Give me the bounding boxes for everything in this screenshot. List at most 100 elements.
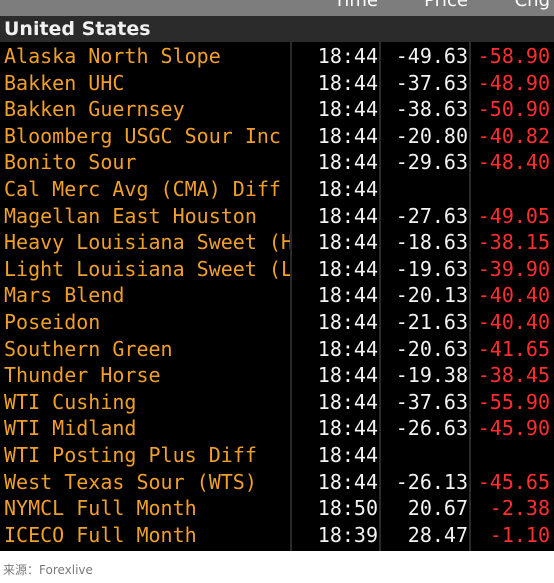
time-value: 18:44 xyxy=(317,70,378,95)
time-value: 18:44 xyxy=(317,203,378,228)
instrument-name: Thunder Horse xyxy=(4,363,161,388)
price-value: -26.63 xyxy=(395,416,468,441)
change-value: -45.90 xyxy=(477,416,550,441)
change-value: -49.05 xyxy=(477,203,550,228)
instrument-name: WTI Midland xyxy=(4,416,137,441)
time-value: 18:44 xyxy=(317,283,378,308)
time-value: 18:39 xyxy=(317,522,378,547)
table-row[interactable]: Poseidon 18:44 -21.63 -40.40 xyxy=(0,309,554,335)
instrument-name: Southern Green xyxy=(4,336,173,361)
change-value: -45.65 xyxy=(477,469,550,494)
header-time[interactable]: Time xyxy=(333,0,378,11)
time-value: 18:44 xyxy=(317,230,378,255)
time-value: 18:44 xyxy=(317,363,378,388)
price-value: -37.63 xyxy=(395,70,468,95)
table-row[interactable]: ICECO Full Month 18:39 28.47 -1.10 xyxy=(0,522,554,548)
change-value: -38.45 xyxy=(477,363,550,388)
change-value: -39.90 xyxy=(477,256,550,281)
section-title: United States xyxy=(4,18,151,40)
table-row[interactable]: NYMCL Full Month 18:50 20.67 -2.38 xyxy=(0,495,554,521)
price-value: -18.63 xyxy=(395,230,468,255)
price-value: -19.63 xyxy=(395,256,468,281)
instrument-name: Bakken Guernsey xyxy=(4,97,185,122)
time-value: 18:44 xyxy=(317,97,378,122)
instrument-name: Bakken UHC xyxy=(4,70,125,95)
change-value: -38.15 xyxy=(477,230,550,255)
price-value xyxy=(380,176,468,202)
change-value xyxy=(470,442,550,468)
instrument-name: Bloomberg USGC Sour Inc xyxy=(4,123,281,148)
table-row[interactable]: WTI Midland 18:44 -26.63 -45.90 xyxy=(0,415,554,441)
instrument-name: Bonito Sour xyxy=(4,150,137,175)
table-row[interactable]: Bloomberg USGC Sour Inc 18:44 -20.80 -40.82 xyxy=(0,123,554,149)
section-header-united-states: United States xyxy=(0,16,554,42)
time-value: 18:44 xyxy=(317,443,378,467)
instrument-name: Mars Blend xyxy=(4,283,125,308)
change-value: -58.90 xyxy=(477,44,550,68)
price-value: -26.13 xyxy=(395,469,468,494)
instrument-name: ICECO Full Month xyxy=(4,522,197,547)
price-value: -21.63 xyxy=(395,310,468,334)
header-chg[interactable]: Chg xyxy=(514,0,550,11)
table-row[interactable]: WTI Posting Plus Diff 18:44 xyxy=(0,442,554,468)
time-value: 18:44 xyxy=(317,416,378,441)
time-value: 18:44 xyxy=(317,177,378,201)
table-row[interactable]: Magellan East Houston 18:44 -27.63 -49.05 xyxy=(0,203,554,229)
table-row[interactable]: Heavy Louisiana Sweet (H 18:44 -18.63 -38.1… xyxy=(0,229,554,255)
time-value: 18:44 xyxy=(317,150,378,175)
price-value: -29.63 xyxy=(395,150,468,175)
time-value: 18:50 xyxy=(317,496,378,521)
change-value: -40.40 xyxy=(477,283,550,308)
instrument-name: Cal Merc Avg (CMA) Diff xyxy=(4,177,281,201)
table-row[interactable]: Bakken Guernsey 18:44 -38.63 -50.90 xyxy=(0,96,554,122)
table-row[interactable]: Thunder Horse 18:44 -19.38 -38.45 xyxy=(0,362,554,388)
column-header-row: Time Price Chg xyxy=(0,0,554,16)
price-value: -27.63 xyxy=(395,203,468,228)
time-value: 18:44 xyxy=(317,44,378,68)
table-row[interactable]: Bonito Sour 18:44 -29.63 -48.40 xyxy=(0,149,554,175)
change-value: -40.40 xyxy=(477,310,550,334)
column-separator xyxy=(379,0,381,551)
table-row[interactable]: Mars Blend 18:44 -20.13 -40.40 xyxy=(0,282,554,308)
change-value: -41.65 xyxy=(477,336,550,361)
instrument-name: Poseidon xyxy=(4,310,101,334)
price-table: Time Price Chg United States Alaska Nort… xyxy=(0,0,554,551)
price-value: -20.80 xyxy=(395,123,468,148)
table-row[interactable]: Alaska North Slope 18:44 -49.63 -58.90 xyxy=(0,43,554,69)
instrument-name: WTI Cushing xyxy=(4,389,137,414)
table-row[interactable]: Cal Merc Avg (CMA) Diff 18:44 xyxy=(0,176,554,202)
price-value: -19.38 xyxy=(395,363,468,388)
change-value xyxy=(470,176,550,202)
table-row[interactable]: WTI Cushing 18:44 -37.63 -55.90 xyxy=(0,389,554,415)
time-value: 18:44 xyxy=(317,256,378,281)
instrument-name: West Texas Sour (WTS) xyxy=(4,469,257,494)
change-value: -40.82 xyxy=(477,123,550,148)
price-value: -20.13 xyxy=(395,283,468,308)
instrument-name: Heavy Louisiana Sweet (H xyxy=(4,230,290,255)
column-separator xyxy=(290,0,292,551)
table-row[interactable]: Southern Green 18:44 -20.63 -41.65 xyxy=(0,336,554,362)
instrument-name: WTI Posting Plus Diff xyxy=(4,443,257,467)
change-value: -48.40 xyxy=(477,150,550,175)
change-value: -2.38 xyxy=(489,496,550,521)
instrument-name: NYMCL Full Month xyxy=(4,496,197,521)
change-value: -1.10 xyxy=(489,522,550,547)
instrument-name: Light Louisiana Sweet (LL xyxy=(4,256,290,281)
price-value: -20.63 xyxy=(395,336,468,361)
time-value: 18:44 xyxy=(317,336,378,361)
table-row[interactable]: West Texas Sour (WTS) 18:44 -26.13 -45.65 xyxy=(0,469,554,495)
time-value: 18:44 xyxy=(317,310,378,334)
price-value: -37.63 xyxy=(395,389,468,414)
time-value: 18:44 xyxy=(317,469,378,494)
table-row[interactable]: Bakken UHC 18:44 -37.63 -48.90 xyxy=(0,70,554,96)
table-row[interactable]: Light Louisiana Sweet (LL 18:44 -19.63 -39.… xyxy=(0,256,554,282)
source-caption: 来源：Forexlive xyxy=(3,563,93,577)
price-value xyxy=(380,442,468,468)
change-value: -55.90 xyxy=(477,389,550,414)
price-value: 20.67 xyxy=(407,496,468,521)
time-value: 18:44 xyxy=(317,123,378,148)
header-price[interactable]: Price xyxy=(424,0,468,11)
change-value: -48.90 xyxy=(477,70,550,95)
column-separator xyxy=(469,0,471,551)
instrument-name: Magellan East Houston xyxy=(4,203,257,228)
